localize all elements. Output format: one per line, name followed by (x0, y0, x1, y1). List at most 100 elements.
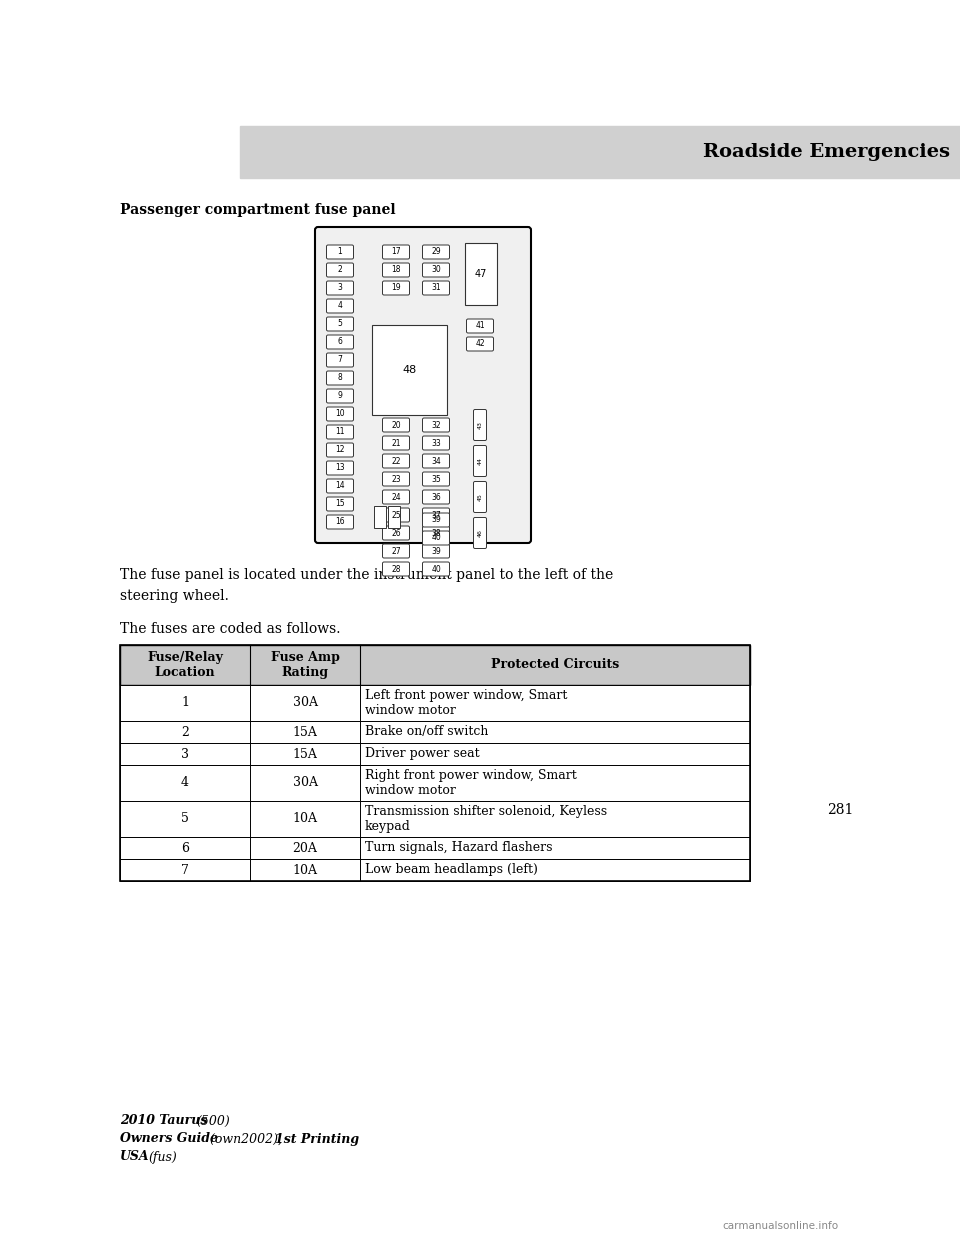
Bar (388, 505, 400, 528)
Bar (374, 505, 386, 528)
Text: 3: 3 (338, 283, 343, 293)
Text: 10: 10 (335, 410, 345, 419)
FancyBboxPatch shape (467, 319, 493, 333)
Text: Driver power seat: Driver power seat (365, 748, 480, 760)
Bar (120, 859, 750, 881)
Text: Low beam headlamps (left): Low beam headlamps (left) (365, 863, 538, 877)
Text: 38: 38 (431, 529, 441, 538)
Text: (fus): (fus) (148, 1150, 177, 1164)
Text: 12: 12 (335, 446, 345, 455)
Bar (120, 722, 750, 743)
FancyBboxPatch shape (382, 419, 410, 432)
Text: 15A: 15A (293, 748, 318, 760)
FancyBboxPatch shape (326, 371, 353, 385)
FancyBboxPatch shape (315, 227, 531, 543)
FancyBboxPatch shape (382, 544, 410, 558)
FancyBboxPatch shape (382, 508, 410, 522)
Text: 39: 39 (431, 546, 441, 555)
FancyBboxPatch shape (382, 527, 410, 540)
Text: 19: 19 (391, 283, 401, 293)
Text: 44: 44 (477, 457, 483, 465)
FancyBboxPatch shape (473, 482, 487, 513)
Text: carmanualsonline.info: carmanualsonline.info (722, 1221, 838, 1231)
Text: 7: 7 (181, 863, 189, 877)
Text: (500): (500) (196, 1114, 229, 1128)
Text: Protected Circuits: Protected Circuits (491, 658, 619, 672)
Text: 32: 32 (431, 421, 441, 430)
FancyBboxPatch shape (326, 425, 353, 438)
FancyBboxPatch shape (422, 491, 449, 504)
FancyBboxPatch shape (326, 335, 353, 349)
FancyBboxPatch shape (382, 245, 410, 260)
Text: 3: 3 (181, 748, 189, 760)
FancyBboxPatch shape (382, 281, 410, 296)
FancyBboxPatch shape (382, 491, 410, 504)
Bar (120, 837, 750, 859)
Text: 20: 20 (391, 421, 401, 430)
Text: 17: 17 (391, 247, 401, 257)
Text: 4: 4 (181, 776, 189, 790)
Text: Left front power window, Smart
window motor: Left front power window, Smart window mo… (365, 689, 567, 717)
Text: 2010 Taurus: 2010 Taurus (120, 1114, 207, 1128)
Text: Transmission shifter solenoid, Keyless
keypad: Transmission shifter solenoid, Keyless k… (365, 805, 607, 833)
Text: 5: 5 (338, 319, 343, 328)
Text: 281: 281 (827, 804, 853, 817)
FancyBboxPatch shape (326, 281, 353, 296)
Text: 2: 2 (338, 266, 343, 274)
Text: 20A: 20A (293, 842, 318, 854)
FancyBboxPatch shape (467, 337, 493, 351)
Text: 28: 28 (392, 565, 400, 574)
Text: Brake on/off switch: Brake on/off switch (365, 725, 489, 739)
Text: 21: 21 (392, 438, 400, 447)
FancyBboxPatch shape (422, 513, 449, 527)
FancyBboxPatch shape (326, 515, 353, 529)
FancyBboxPatch shape (326, 461, 353, 474)
FancyBboxPatch shape (326, 443, 353, 457)
FancyBboxPatch shape (422, 561, 449, 576)
FancyBboxPatch shape (422, 544, 449, 558)
Text: 15: 15 (335, 499, 345, 508)
Text: 30: 30 (431, 266, 441, 274)
FancyBboxPatch shape (473, 410, 487, 441)
Text: 1st Printing: 1st Printing (275, 1133, 359, 1145)
Bar (120, 645, 750, 881)
Text: 25: 25 (391, 510, 401, 519)
FancyBboxPatch shape (326, 479, 353, 493)
FancyBboxPatch shape (326, 245, 353, 260)
FancyBboxPatch shape (326, 353, 353, 366)
FancyBboxPatch shape (382, 455, 410, 468)
Text: 33: 33 (431, 438, 441, 447)
FancyBboxPatch shape (422, 281, 449, 296)
Text: 34: 34 (431, 457, 441, 466)
FancyBboxPatch shape (422, 472, 449, 486)
Text: Owners Guide: Owners Guide (120, 1133, 218, 1145)
Text: The fuse panel is located under the instrument panel to the left of the
steering: The fuse panel is located under the inst… (120, 568, 613, 602)
FancyBboxPatch shape (422, 263, 449, 277)
Bar (120, 645, 750, 686)
Bar (240, 125, 960, 178)
Text: 45: 45 (477, 493, 483, 501)
FancyBboxPatch shape (382, 561, 410, 576)
Text: 40: 40 (431, 565, 441, 574)
Text: Passenger compartment fuse panel: Passenger compartment fuse panel (120, 202, 396, 217)
Text: 11: 11 (335, 427, 345, 436)
Text: Fuse Amp
Rating: Fuse Amp Rating (271, 651, 340, 679)
Text: Fuse/Relay
Location: Fuse/Relay Location (147, 651, 223, 679)
Text: 26: 26 (391, 529, 401, 538)
Text: USA: USA (120, 1150, 150, 1164)
Text: 1: 1 (338, 247, 343, 257)
FancyBboxPatch shape (422, 245, 449, 260)
Text: 15A: 15A (293, 725, 318, 739)
Text: 8: 8 (338, 374, 343, 383)
Text: 13: 13 (335, 463, 345, 472)
FancyBboxPatch shape (326, 389, 353, 402)
Text: 27: 27 (391, 546, 401, 555)
FancyBboxPatch shape (326, 263, 353, 277)
Text: 36: 36 (431, 493, 441, 502)
Text: 30A: 30A (293, 776, 318, 790)
Text: 40: 40 (431, 534, 441, 543)
Text: 10A: 10A (293, 863, 318, 877)
FancyBboxPatch shape (473, 518, 487, 549)
Text: 23: 23 (391, 474, 401, 483)
FancyBboxPatch shape (382, 263, 410, 277)
